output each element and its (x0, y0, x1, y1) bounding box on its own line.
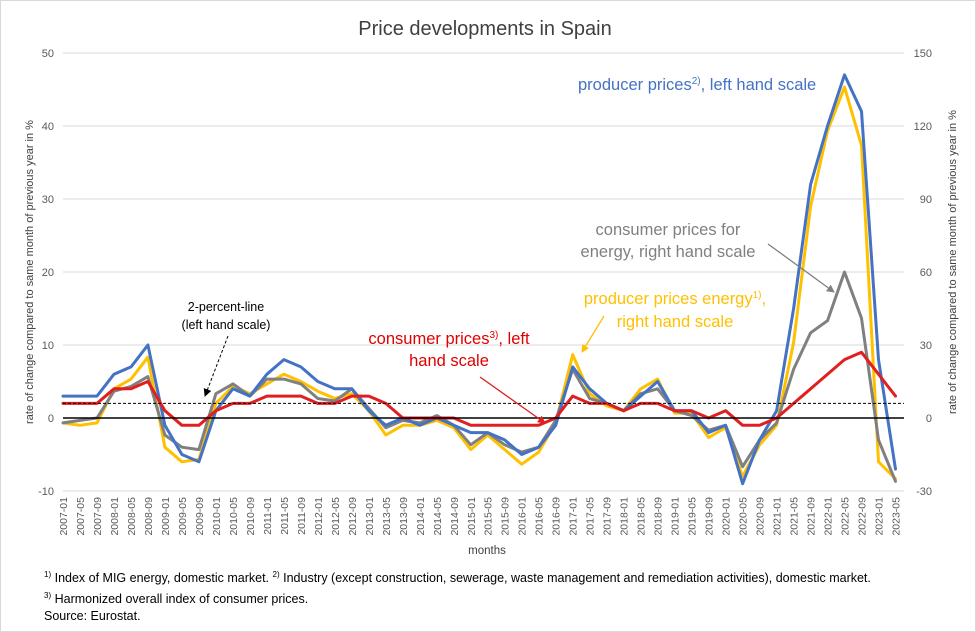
annotation-consumer-energy: energy, right hand scale (581, 243, 756, 261)
x-tick: 2008-05 (126, 497, 138, 536)
footnote-2-mark: 2) (272, 570, 280, 579)
x-tick: 2019-01 (670, 497, 682, 536)
chart-title: Price developments in Spain (358, 18, 611, 40)
y-tick-left: 40 (42, 121, 54, 133)
x-tick: 2014-05 (432, 497, 444, 536)
x-tick: 2017-01 (568, 497, 580, 536)
x-tick: 2012-09 (347, 497, 359, 536)
x-tick: 2010-05 (228, 497, 240, 536)
y-tick-right: 150 (914, 48, 932, 60)
footnote-1: Index of MIG energy, domestic market. (51, 571, 273, 586)
x-tick: 2022-09 (857, 497, 869, 536)
annotation-producer: producer prices2), left hand scale (578, 76, 816, 94)
y-tick-right: 30 (920, 340, 932, 352)
x-tick: 2016-05 (534, 497, 546, 536)
x-tick: 2007-05 (75, 497, 87, 536)
series-line-left (61, 73, 897, 486)
x-tick: 2015-09 (500, 497, 512, 536)
x-tick: 2017-05 (585, 497, 597, 536)
footnote-line-1: 1) Index of MIG energy, domestic market.… (44, 566, 871, 587)
y-tick-left: 30 (42, 194, 54, 206)
footnotes: 1) Index of MIG energy, domestic market.… (44, 566, 871, 625)
y-tick-right: 120 (914, 121, 932, 133)
y-tick-right: -30 (916, 486, 932, 498)
x-tick: 2021-05 (789, 497, 801, 536)
annotation-consumer-energy: consumer prices for (596, 221, 741, 239)
x-tick: 2017-09 (602, 497, 614, 536)
y-tick-right: 60 (920, 267, 932, 279)
x-tick: 2007-01 (58, 497, 70, 536)
x-tick: 2015-05 (483, 497, 495, 536)
annotation-producer-energy-arrow (581, 315, 605, 353)
x-tick: 2012-05 (330, 497, 342, 536)
x-tick: 2013-09 (398, 497, 410, 536)
annotation-consumer-energy-arrow (767, 243, 835, 293)
x-tick: 2012-01 (313, 497, 325, 536)
annotation-producer-energy: producer prices energy1), (584, 290, 766, 308)
source-note: Source: Eurostat. (44, 609, 141, 624)
x-tick: 2018-01 (619, 497, 631, 536)
x-tick: 2022-01 (823, 497, 835, 536)
x-tick: 2018-05 (636, 497, 648, 536)
series-lines (61, 73, 897, 486)
x-tick: 2014-01 (415, 497, 427, 536)
x-tick: 2020-09 (755, 497, 767, 536)
annotation-consumer: hand scale (409, 352, 489, 370)
y-tick-left: 50 (42, 48, 54, 60)
x-tick: 2009-05 (177, 497, 189, 536)
x-tick: 2011-01 (262, 497, 274, 535)
y-axis-label-right: rate of change compared to same month of… (947, 110, 959, 414)
y-axis-label-left: rate of change compared to same month of… (24, 120, 36, 424)
x-tick: 2014-09 (449, 497, 461, 536)
x-tick: 2019-09 (704, 497, 716, 536)
x-tick: 2011-05 (279, 497, 291, 535)
y-tick-left: -10 (38, 486, 54, 498)
footnote-3: Harmonized overall index of consumer pri… (51, 592, 309, 607)
ref-line-arrow (203, 335, 229, 397)
x-tick: 2021-01 (772, 497, 784, 536)
x-tick: 2009-09 (194, 497, 206, 536)
x-tick: 2008-01 (109, 497, 121, 536)
gridlines (63, 52, 904, 492)
x-tick: 2015-01 (466, 497, 478, 536)
x-tick: 2022-05 (840, 497, 852, 536)
x-tick: 2010-09 (245, 497, 257, 536)
x-tick: 2013-05 (381, 497, 393, 536)
x-tick: 2016-09 (551, 497, 563, 536)
x-tick: 2020-05 (738, 497, 750, 536)
annotation-consumer: consumer prices3), left (368, 330, 530, 348)
y-tick-left: 20 (42, 267, 54, 279)
footnote-1-mark: 1) (44, 570, 52, 579)
y-tick-right: 0 (926, 413, 932, 425)
x-tick: 2010-01 (211, 497, 223, 536)
x-tick: 2018-09 (653, 497, 665, 536)
x-tick: 2020-01 (721, 497, 733, 536)
x-tick: 2013-01 (364, 497, 376, 536)
footnote-line-2: 3) Harmonized overall index of consumer … (44, 587, 871, 608)
y-tick-right: 90 (920, 194, 932, 206)
y-tick-left: 0 (48, 413, 54, 425)
x-tick: 2011-09 (296, 497, 308, 535)
x-tick: 2021-09 (806, 497, 818, 536)
y-tick-left: 10 (42, 340, 54, 352)
x-tick: 2023-01 (874, 497, 886, 536)
x-tick: 2019-05 (687, 497, 699, 536)
annotation-consumer-arrow (479, 376, 546, 424)
x-tick: 2016-01 (517, 497, 529, 536)
annotation-producer-energy: right hand scale (617, 313, 734, 331)
x-tick: 2023-05 (891, 497, 903, 536)
x-tick: 2009-01 (160, 497, 172, 536)
ref-line-label: (left hand scale) (182, 318, 271, 332)
series-line-left (61, 350, 897, 427)
x-tick: 2007-09 (92, 497, 104, 536)
x-tick: 2008-09 (143, 497, 155, 536)
x-axis-label: months (468, 545, 506, 557)
footnote-3-mark: 3) (44, 591, 52, 601)
ref-line-label: 2-percent-line (188, 300, 264, 314)
footnote-2: Industry (except construction, sewerage,… (279, 571, 871, 586)
